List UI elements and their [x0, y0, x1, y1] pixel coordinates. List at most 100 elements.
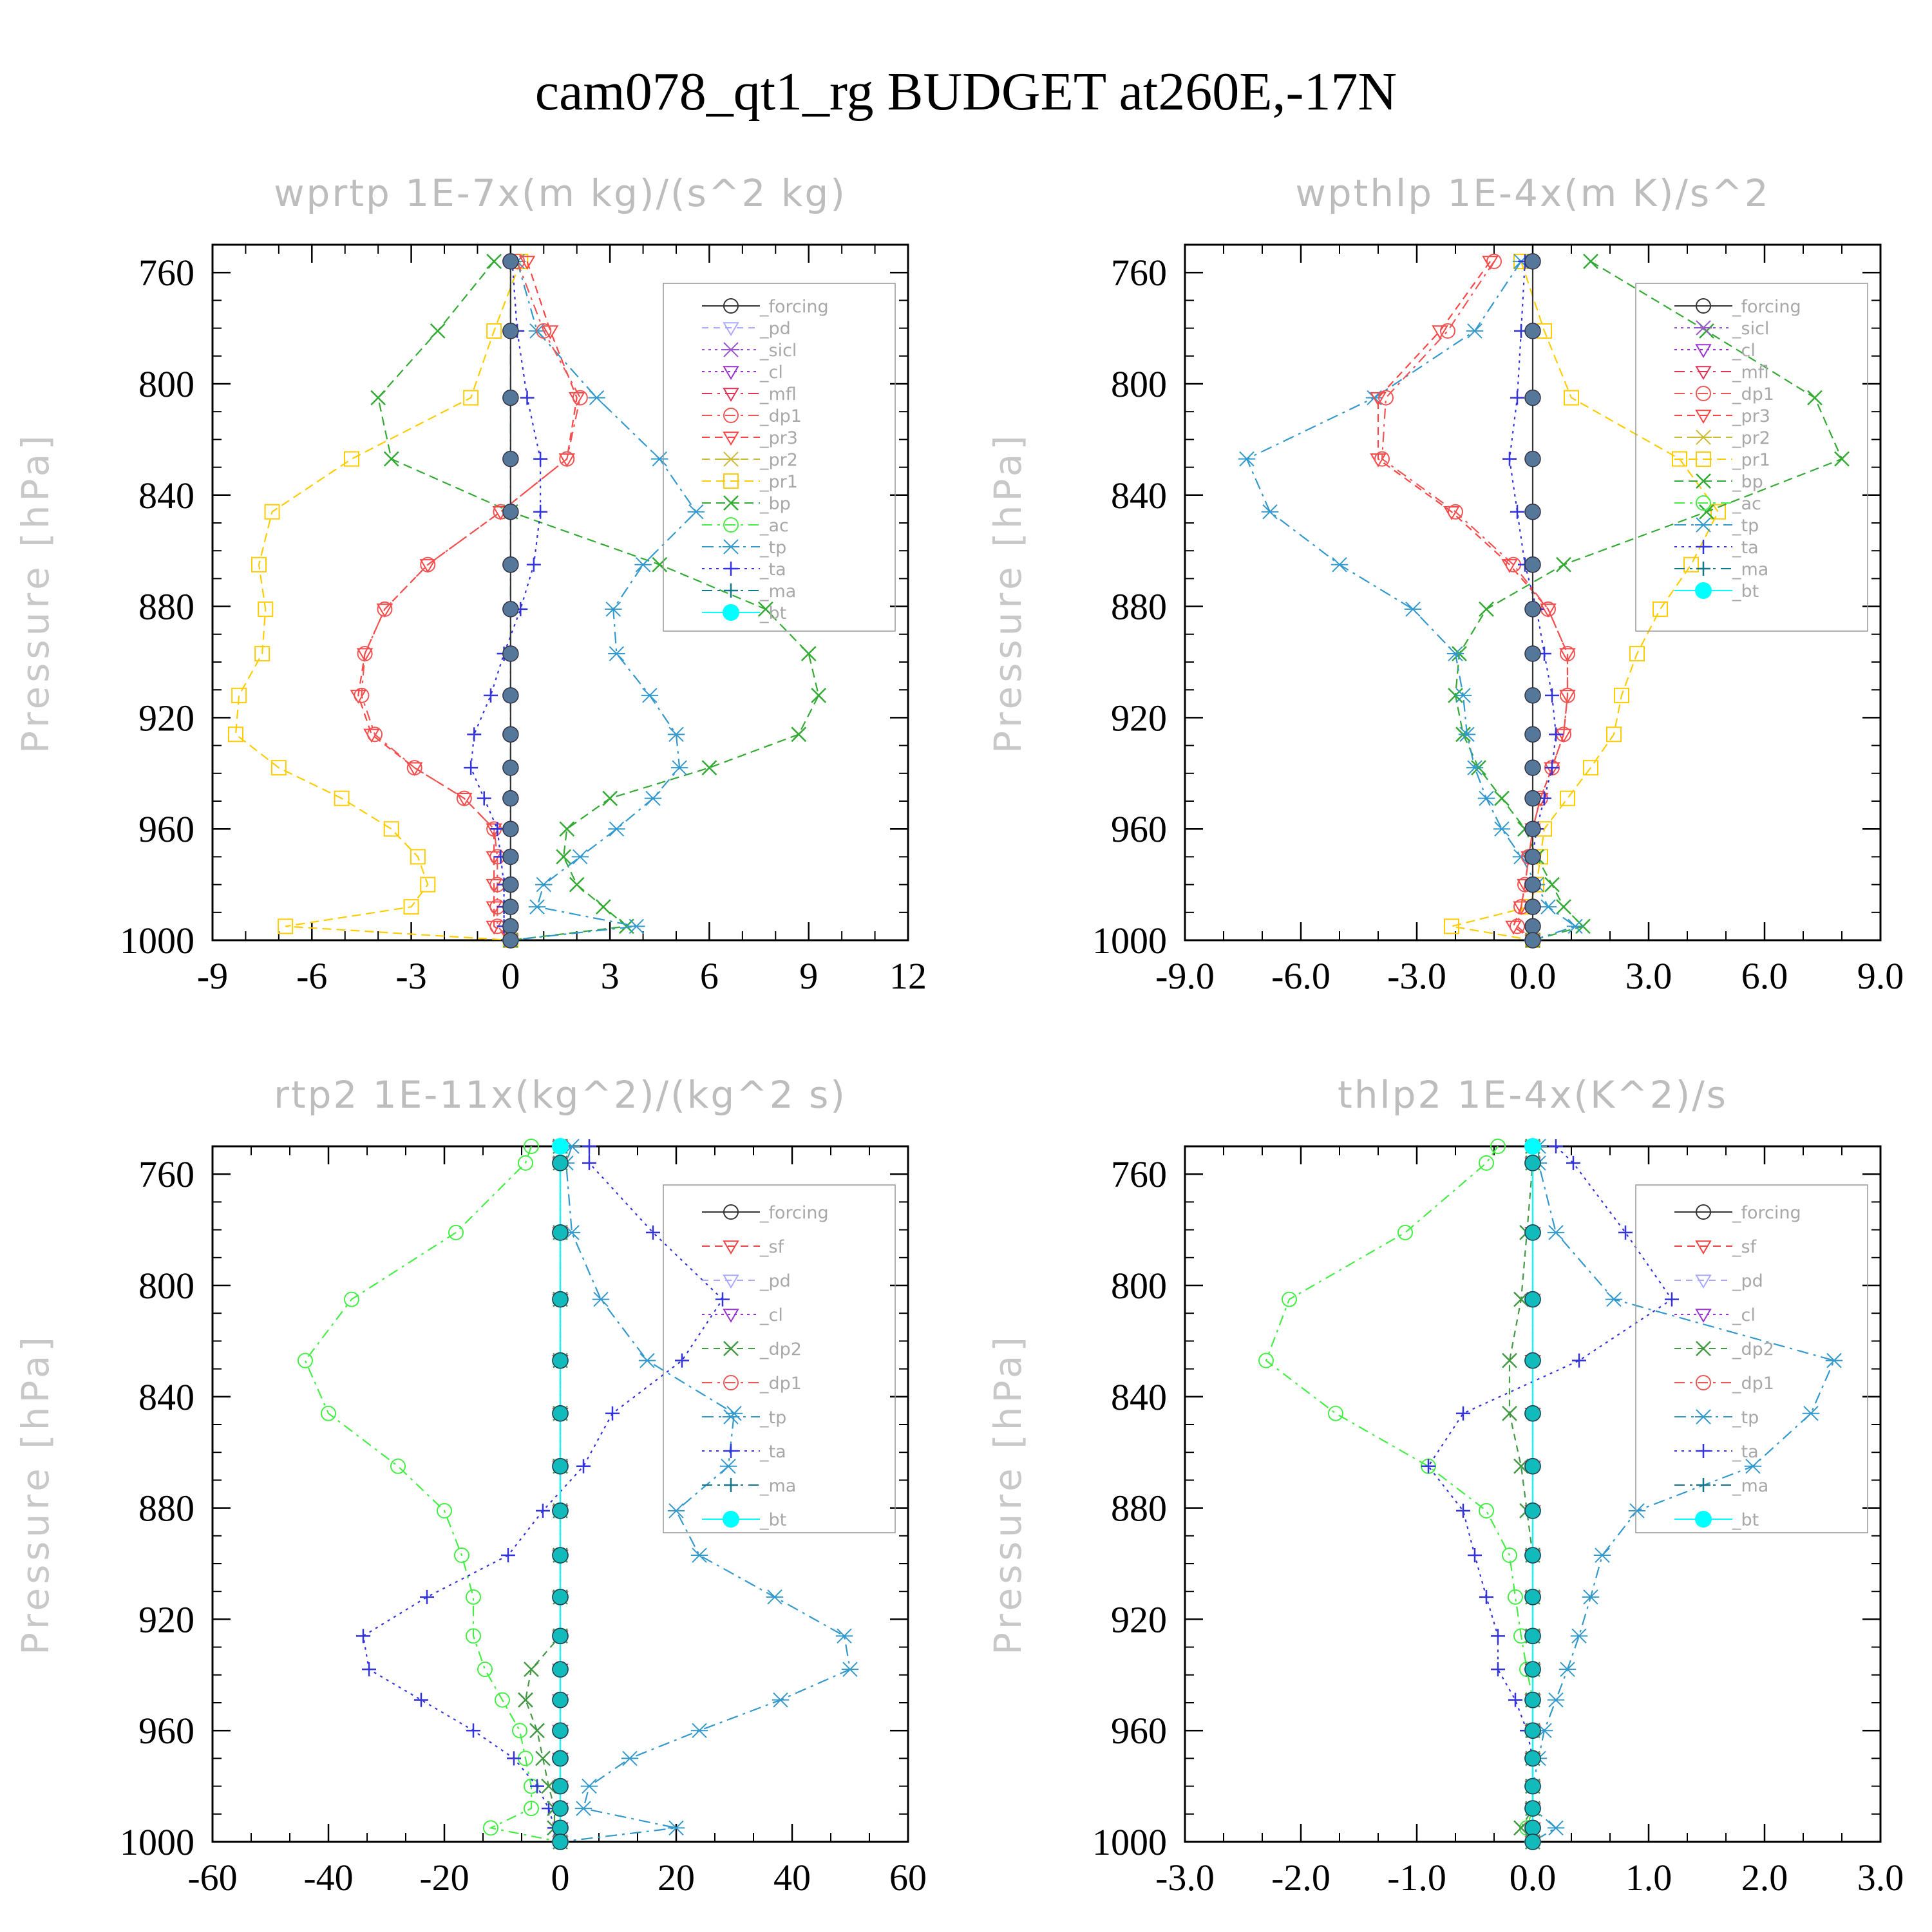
chart-panel-3: rtp2 1E-11x(kg^2)/(kg^2 s) Pressure [hPa]…	[14, 1073, 927, 1899]
data-point	[1458, 726, 1476, 743]
x-tick-label: -40	[303, 1857, 353, 1899]
legend-label: _bt	[759, 603, 786, 623]
x-tick-label: 2.0	[1741, 1857, 1788, 1899]
series-dp1	[1374, 253, 1575, 948]
data-point	[1502, 1548, 1517, 1564]
plot-frame	[211, 243, 909, 942]
data-point	[1545, 761, 1559, 775]
data-point	[1549, 1139, 1563, 1153]
bt-marker	[552, 1352, 569, 1369]
bt-marker	[502, 759, 519, 776]
legend-item: _tp	[702, 538, 786, 558]
x-tick-label: 9	[799, 955, 818, 997]
legend-marker	[722, 539, 740, 554]
data-point	[228, 726, 243, 743]
bt-marker	[552, 1458, 569, 1475]
data-point	[1510, 918, 1525, 934]
legend-item: _dp1	[702, 406, 802, 426]
data-point	[800, 646, 817, 661]
x-tick-label: 40	[773, 1857, 811, 1899]
data-point	[1444, 918, 1459, 934]
legend-item: _ma	[1674, 1476, 1768, 1496]
legend-item: _cl	[702, 363, 783, 383]
data-point	[1440, 323, 1455, 339]
legend-marker	[723, 1240, 739, 1255]
data-point	[791, 726, 807, 743]
bt-marker	[1524, 645, 1541, 662]
bt-marker	[1524, 503, 1541, 520]
legend-label: _forcing	[759, 1203, 829, 1223]
data-point	[1258, 1352, 1274, 1368]
y-tick-label: 880	[138, 1488, 194, 1530]
data-point	[367, 726, 383, 743]
data-point	[628, 918, 645, 934]
data-point	[1744, 1459, 1762, 1474]
legend-label: _pr2	[759, 450, 798, 470]
x-tick-label: 1.0	[1625, 1857, 1672, 1899]
legend-item: _pr2	[1674, 428, 1770, 448]
data-point	[670, 760, 688, 775]
legend-item: _ac	[1674, 494, 1761, 514]
data-point	[362, 1662, 376, 1677]
legend-label: _mfl	[759, 384, 797, 404]
legend-label: _dp1	[759, 406, 802, 426]
data-point	[571, 849, 589, 865]
legend-marker	[724, 562, 738, 576]
legend-label: _dp2	[759, 1340, 802, 1359]
legend-label: _ta	[759, 560, 786, 580]
series-line	[361, 261, 582, 941]
data-point	[1432, 325, 1448, 339]
data-point	[1508, 1692, 1522, 1707]
data-point	[1456, 1503, 1470, 1518]
data-point	[841, 1662, 859, 1677]
bt-marker	[552, 1627, 569, 1645]
data-point	[1699, 504, 1714, 520]
legend-label: _pd	[759, 1271, 791, 1291]
bt-marker	[552, 1777, 569, 1795]
bt-marker	[1524, 1502, 1541, 1519]
data-point	[321, 1405, 336, 1421]
data-point	[1328, 1405, 1343, 1421]
data-point	[486, 323, 502, 339]
bt-marker	[1524, 790, 1541, 807]
data-point	[1397, 1224, 1413, 1240]
legend-item: _ta	[1674, 538, 1759, 558]
bt-marker	[552, 1405, 569, 1422]
x-tick-label: 6.0	[1741, 955, 1788, 997]
data-point	[1628, 1503, 1646, 1519]
bt-marker	[552, 1819, 569, 1837]
legend-marker	[1696, 1478, 1710, 1492]
bt-marker	[1524, 1224, 1541, 1241]
data-point	[1672, 451, 1687, 467]
legend-item: _pr1	[1674, 450, 1770, 470]
bt-marker	[1524, 1627, 1541, 1645]
legend-marker	[1695, 344, 1712, 358]
legend-label: _bt	[759, 1510, 786, 1530]
data-point	[652, 556, 668, 573]
data-point	[582, 1155, 596, 1170]
data-point	[231, 687, 247, 703]
data-point	[1502, 1405, 1517, 1421]
y-tick-label: 760	[1111, 1153, 1167, 1195]
series-pr1	[228, 253, 529, 948]
bt-marker	[502, 645, 519, 662]
bt-marker	[1524, 1833, 1541, 1850]
y-tick-label: 920	[138, 697, 194, 739]
legend-item: _pr3	[702, 428, 798, 448]
bt-marker	[502, 876, 519, 893]
data-point	[437, 1502, 452, 1519]
data-point	[1665, 1292, 1679, 1307]
legend-marker	[723, 298, 739, 314]
data-point	[430, 323, 446, 339]
bt-marker	[552, 1155, 569, 1171]
y-tick-label: 1000	[1092, 1821, 1167, 1863]
data-point	[456, 790, 472, 806]
legend-marker	[724, 1444, 738, 1458]
legend-marker	[1694, 1409, 1712, 1425]
x-tick-label: -6	[296, 955, 327, 997]
data-point	[1547, 1692, 1565, 1708]
bt-marker	[1524, 1589, 1541, 1605]
legend-item: _tp	[1674, 516, 1759, 536]
legend-item: _ma	[702, 582, 796, 601]
data-point	[454, 1548, 469, 1564]
